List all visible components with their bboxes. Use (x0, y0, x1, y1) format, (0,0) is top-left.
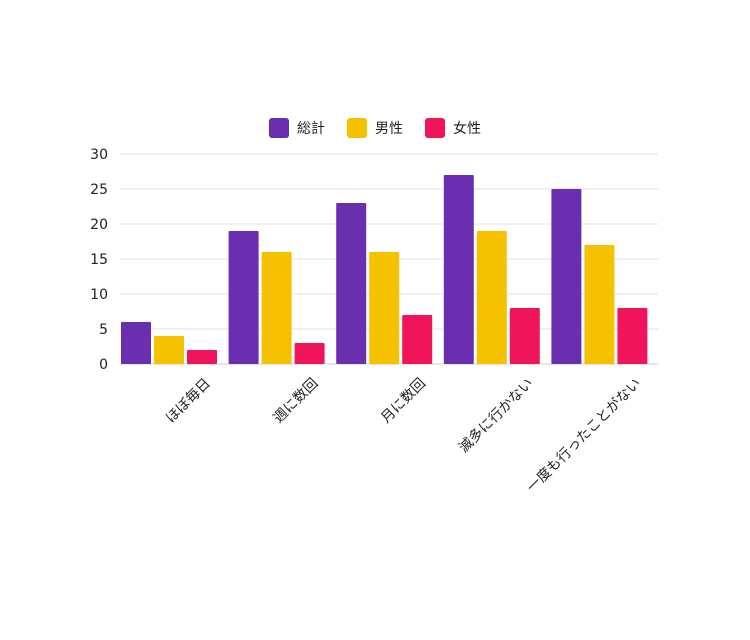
y-tick-label: 15 (90, 252, 108, 268)
legend-item-total: 総計 (269, 118, 325, 138)
legend-swatch-male (347, 118, 367, 138)
x-tick-label: 一度も行ったことがない (524, 376, 644, 496)
bar-male (476, 231, 507, 364)
y-tick-label: 30 (90, 147, 108, 163)
bar-female (294, 343, 325, 364)
y-tick-label: 10 (90, 287, 108, 303)
legend-item-female: 女性 (425, 118, 481, 138)
y-tick-label: 25 (90, 182, 108, 198)
x-tick-label: 滅多に行かない (455, 375, 536, 456)
x-tick-label: ほぼ毎日 (163, 376, 214, 427)
bar-total (551, 189, 582, 364)
x-tick-label: 月に数回 (378, 376, 429, 427)
bar-female (617, 308, 648, 364)
legend-swatch-female (425, 118, 445, 138)
y-tick-label: 0 (99, 357, 108, 373)
bar-total (443, 175, 474, 364)
bars (121, 175, 648, 364)
legend-label-total: 総計 (297, 121, 325, 137)
bar-female (509, 308, 540, 364)
legend-label-male: 男性 (375, 121, 403, 137)
legend-swatch-total (269, 118, 289, 138)
bar-male (261, 252, 292, 364)
y-axis-ticks: 0 5 10 15 20 25 30 (90, 147, 108, 373)
y-tick-label: 5 (99, 322, 108, 338)
bar-female (187, 350, 217, 364)
x-tick-label: 週に数回 (271, 376, 322, 427)
y-tick-label: 20 (90, 217, 108, 233)
bar-total (228, 231, 259, 364)
bar-total (121, 322, 151, 364)
bar-male (154, 336, 184, 364)
bar-male (584, 245, 615, 364)
bar-male (369, 252, 400, 364)
chart-legend: 総計 男性 女性 (0, 118, 750, 138)
bar-female (402, 315, 433, 364)
legend-label-female: 女性 (453, 121, 481, 137)
legend-item-male: 男性 (347, 118, 403, 138)
bar-total (336, 203, 367, 364)
